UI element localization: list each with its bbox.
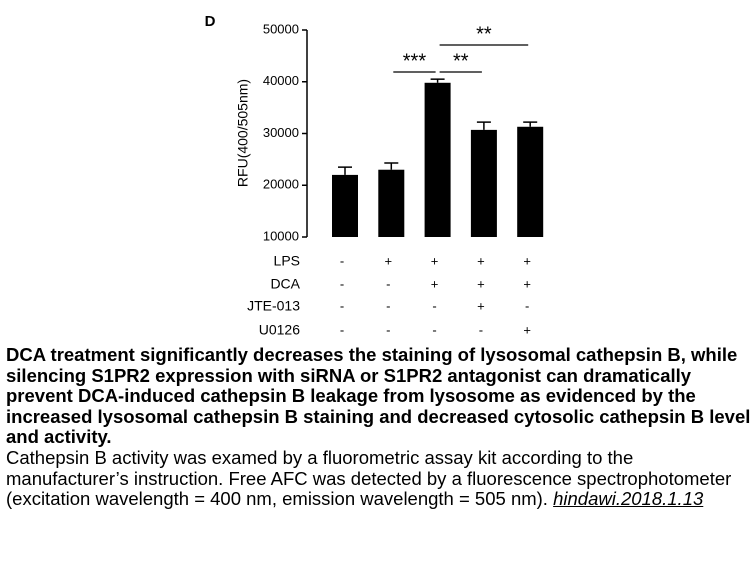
significance-label: **: [453, 50, 469, 72]
treatment-sign: +: [523, 253, 531, 268]
y-tick-label: 10000: [263, 228, 299, 243]
caption-text: Cathepsin B activity was examed by a flu…: [6, 446, 732, 510]
treatment-sign: +: [477, 253, 485, 268]
treatment-sign: +: [431, 276, 439, 291]
treatment-sign: -: [340, 298, 344, 313]
y-tick-label: 50000: [263, 21, 299, 36]
treatment-sign: +: [477, 298, 485, 313]
panel-label: D: [205, 13, 216, 30]
chart: D RFU(400/505nm) 10000 20000 30000 40000 500…: [205, 13, 544, 338]
y-tick-label: 30000: [263, 125, 299, 140]
treatment-sign: -: [386, 276, 390, 291]
bar: [424, 82, 451, 237]
treatment-sign: +: [523, 276, 531, 291]
treatment-sign: -: [340, 253, 344, 268]
bar: [517, 126, 544, 237]
treatment-sign: -: [432, 298, 436, 313]
treatment-sign: -: [340, 276, 344, 291]
treatment-label: LPS: [274, 253, 300, 269]
treatment-label: U0126: [259, 322, 300, 338]
y-tick-label: 20000: [263, 177, 299, 192]
source-link[interactable]: hindawi.2018.1.13: [553, 488, 704, 510]
bar: [470, 129, 497, 237]
bar: [332, 174, 358, 237]
significance-label: ***: [403, 50, 427, 72]
caption: DCA treatment significantly decreases th…: [6, 344, 752, 510]
treatment-sign: -: [479, 322, 483, 337]
treatment-sign: -: [386, 298, 390, 313]
treatment-sign: +: [477, 276, 485, 291]
treatment-sign: +: [431, 253, 439, 268]
y-axis-label: RFU(400/505nm): [235, 79, 251, 187]
caption-bold: DCA treatment significantly decreases th…: [6, 344, 751, 448]
treatment-sign: -: [525, 298, 529, 313]
treatment-sign: -: [340, 322, 344, 337]
significance-label: **: [476, 23, 492, 45]
treatment-label: DCA: [270, 276, 300, 292]
treatment-sign: +: [523, 322, 531, 337]
treatment-sign: -: [432, 322, 436, 337]
treatment-label: JTE-013: [247, 298, 300, 314]
bar: [378, 169, 405, 237]
treatment-sign: -: [386, 322, 390, 337]
treatment-sign: +: [385, 253, 393, 268]
y-tick-label: 40000: [263, 73, 299, 88]
